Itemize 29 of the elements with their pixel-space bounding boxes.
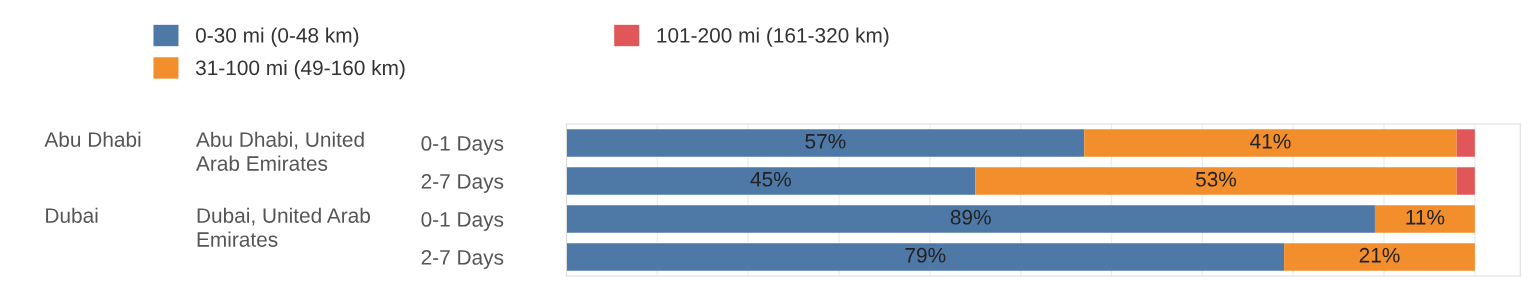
y-tick-label: 2-7 Days xyxy=(421,250,504,269)
bar xyxy=(566,205,1375,233)
data-label: 53% xyxy=(1195,171,1237,187)
text: Dubai, United Arab Emirates xyxy=(197,207,370,247)
bar xyxy=(1284,243,1475,271)
bar xyxy=(566,129,1085,157)
data-label: 21% xyxy=(1359,247,1400,263)
bar xyxy=(1374,205,1475,233)
legend-label: 0-30 mi (0-48 km) xyxy=(195,27,359,47)
text: Abu Dhabi xyxy=(44,131,141,147)
data-label: 79% xyxy=(905,247,946,263)
bar xyxy=(1456,129,1475,157)
bar xyxy=(566,167,976,195)
legend-label: 31-100 mi (49-160 km) xyxy=(195,59,405,80)
y-tick-label: 0-1 Days xyxy=(421,212,504,231)
bar xyxy=(1084,129,1457,157)
y-tick-label: 0-1 Days xyxy=(421,136,504,155)
bar xyxy=(566,243,1285,271)
bar xyxy=(975,167,1457,195)
text: Dubai xyxy=(46,207,98,223)
y-tick-label: 2-7 Days xyxy=(421,174,504,193)
data-label: 57% xyxy=(805,133,846,149)
data-label: 45% xyxy=(750,171,791,187)
legend-label: 101-200 mi (161-320 km) xyxy=(657,27,889,47)
data-label: 41% xyxy=(1250,133,1291,149)
text: Abu Dhabi, United Arab Emirates xyxy=(196,131,364,171)
data-label: 11% xyxy=(1406,209,1445,225)
data-label: 89% xyxy=(950,209,991,225)
bar xyxy=(1456,167,1475,195)
